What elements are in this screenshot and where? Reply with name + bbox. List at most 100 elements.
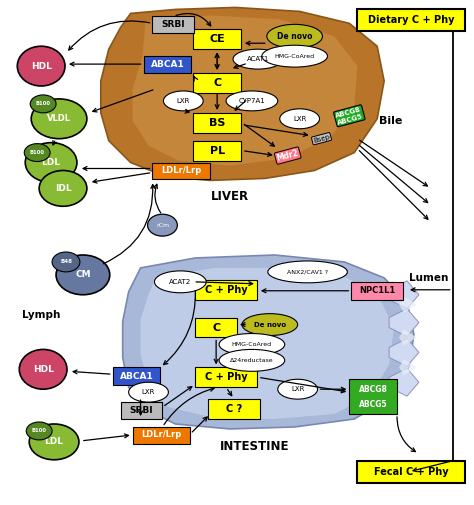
Text: De novo: De novo bbox=[254, 322, 286, 328]
Ellipse shape bbox=[242, 314, 298, 335]
FancyBboxPatch shape bbox=[349, 379, 397, 414]
Polygon shape bbox=[141, 268, 394, 419]
Text: LDL: LDL bbox=[42, 158, 61, 167]
Text: HMG-CoAred: HMG-CoAred bbox=[274, 54, 315, 59]
Text: ABCG8: ABCG8 bbox=[359, 385, 388, 394]
FancyBboxPatch shape bbox=[193, 141, 241, 161]
Ellipse shape bbox=[128, 382, 168, 402]
Text: ABCG8
ABCG5: ABCG8 ABCG5 bbox=[335, 106, 364, 126]
Text: ABCA1: ABCA1 bbox=[120, 372, 154, 381]
Text: SRBI: SRBI bbox=[130, 406, 154, 415]
Text: ABCG5: ABCG5 bbox=[359, 399, 388, 409]
Ellipse shape bbox=[39, 171, 87, 206]
Text: Bsep: Bsep bbox=[312, 134, 330, 144]
FancyBboxPatch shape bbox=[357, 10, 465, 31]
FancyBboxPatch shape bbox=[153, 163, 210, 179]
Text: ABCA1: ABCA1 bbox=[151, 60, 184, 69]
Text: ACAT1: ACAT1 bbox=[246, 56, 269, 62]
Text: De novo: De novo bbox=[277, 32, 312, 41]
Ellipse shape bbox=[155, 271, 206, 293]
Text: LXR: LXR bbox=[142, 389, 155, 395]
Ellipse shape bbox=[147, 214, 177, 236]
Text: C + Phy: C + Phy bbox=[205, 372, 247, 382]
Text: LIVER: LIVER bbox=[211, 190, 249, 203]
Text: BS: BS bbox=[209, 118, 225, 128]
Text: ANX2/CAV1 ?: ANX2/CAV1 ? bbox=[287, 269, 328, 274]
Text: LXR: LXR bbox=[291, 386, 304, 392]
Text: SRBI: SRBI bbox=[162, 20, 185, 29]
Text: CE: CE bbox=[209, 34, 225, 44]
FancyBboxPatch shape bbox=[208, 399, 260, 419]
FancyBboxPatch shape bbox=[195, 318, 237, 337]
Ellipse shape bbox=[56, 255, 110, 295]
Ellipse shape bbox=[219, 349, 285, 371]
Ellipse shape bbox=[29, 424, 79, 460]
Ellipse shape bbox=[219, 333, 285, 356]
Text: B48: B48 bbox=[60, 260, 72, 265]
Ellipse shape bbox=[226, 91, 278, 111]
Text: PL: PL bbox=[210, 145, 225, 156]
FancyBboxPatch shape bbox=[193, 29, 241, 49]
Text: Mdr2: Mdr2 bbox=[276, 148, 300, 163]
Polygon shape bbox=[101, 8, 384, 180]
FancyBboxPatch shape bbox=[133, 427, 190, 444]
FancyBboxPatch shape bbox=[113, 367, 161, 385]
Ellipse shape bbox=[164, 91, 203, 111]
Ellipse shape bbox=[24, 143, 50, 162]
Text: C: C bbox=[213, 78, 221, 88]
Text: C ?: C ? bbox=[226, 404, 242, 414]
Text: C + Phy: C + Phy bbox=[205, 285, 247, 295]
Text: NPC1L1: NPC1L1 bbox=[359, 286, 395, 295]
Polygon shape bbox=[389, 338, 419, 366]
Polygon shape bbox=[389, 281, 419, 309]
Text: ACAT2: ACAT2 bbox=[169, 279, 191, 285]
FancyBboxPatch shape bbox=[357, 461, 465, 483]
Ellipse shape bbox=[278, 379, 318, 399]
Ellipse shape bbox=[267, 24, 322, 48]
FancyBboxPatch shape bbox=[195, 367, 257, 387]
Ellipse shape bbox=[233, 49, 283, 69]
Text: LXR: LXR bbox=[177, 98, 190, 104]
Text: CM: CM bbox=[75, 270, 91, 279]
Ellipse shape bbox=[30, 95, 56, 113]
Text: Dietary C + Phy: Dietary C + Phy bbox=[368, 15, 454, 25]
Text: B100: B100 bbox=[30, 150, 45, 155]
Text: Lumen: Lumen bbox=[409, 273, 448, 283]
FancyBboxPatch shape bbox=[153, 16, 194, 33]
Text: B100: B100 bbox=[32, 428, 46, 433]
Ellipse shape bbox=[19, 349, 67, 389]
Ellipse shape bbox=[25, 142, 77, 182]
Text: LXR: LXR bbox=[293, 116, 306, 122]
FancyBboxPatch shape bbox=[193, 113, 241, 133]
Text: IDL: IDL bbox=[55, 184, 72, 193]
Ellipse shape bbox=[262, 45, 328, 67]
Ellipse shape bbox=[17, 46, 65, 86]
Text: HDL: HDL bbox=[33, 365, 54, 374]
Polygon shape bbox=[399, 360, 417, 375]
FancyBboxPatch shape bbox=[144, 56, 191, 73]
Text: HMG-CoAred: HMG-CoAred bbox=[232, 342, 272, 347]
Text: rCm: rCm bbox=[156, 223, 169, 228]
Text: VLDL: VLDL bbox=[47, 114, 71, 123]
Text: LDLr/Lrp: LDLr/Lrp bbox=[141, 430, 182, 439]
Ellipse shape bbox=[31, 99, 87, 139]
FancyBboxPatch shape bbox=[193, 73, 241, 93]
Text: CYP7A1: CYP7A1 bbox=[238, 98, 265, 104]
Polygon shape bbox=[389, 309, 419, 336]
Ellipse shape bbox=[26, 422, 52, 440]
Polygon shape bbox=[123, 255, 414, 429]
Text: Lymph: Lymph bbox=[22, 310, 60, 320]
Polygon shape bbox=[389, 368, 419, 396]
Ellipse shape bbox=[268, 261, 347, 283]
Text: INTESTINE: INTESTINE bbox=[220, 440, 290, 453]
Text: C: C bbox=[212, 323, 220, 333]
FancyBboxPatch shape bbox=[121, 402, 163, 419]
FancyBboxPatch shape bbox=[351, 282, 403, 300]
Text: HDL: HDL bbox=[31, 62, 52, 71]
Polygon shape bbox=[133, 15, 357, 166]
Polygon shape bbox=[399, 297, 417, 313]
Text: LDLr/Lrp: LDLr/Lrp bbox=[161, 166, 201, 175]
Text: Bile: Bile bbox=[379, 116, 403, 126]
Text: LDL: LDL bbox=[45, 437, 64, 446]
Polygon shape bbox=[399, 330, 417, 345]
